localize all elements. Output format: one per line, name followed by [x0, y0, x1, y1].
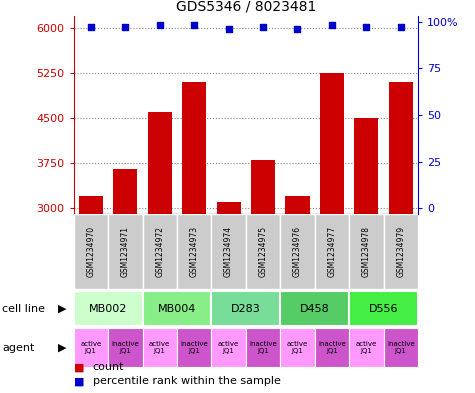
- Bar: [251, 160, 275, 389]
- Bar: [349, 214, 384, 289]
- Text: active
JQ1: active JQ1: [356, 341, 377, 354]
- Bar: [79, 196, 103, 389]
- Text: MB002: MB002: [89, 303, 127, 314]
- Bar: [142, 328, 177, 367]
- Bar: [285, 196, 310, 389]
- Text: inactive
JQ1: inactive JQ1: [180, 341, 208, 354]
- Point: [397, 24, 405, 30]
- Text: GSM1234976: GSM1234976: [293, 226, 302, 277]
- Text: ▶: ▶: [57, 303, 66, 314]
- Bar: [74, 328, 108, 367]
- Bar: [217, 202, 241, 389]
- Bar: [142, 291, 211, 326]
- Text: active
JQ1: active JQ1: [80, 341, 102, 354]
- Text: GSM1234975: GSM1234975: [258, 226, 267, 277]
- Point: [190, 22, 198, 29]
- Bar: [349, 328, 384, 367]
- Text: agent: agent: [2, 343, 35, 353]
- Point: [225, 26, 232, 32]
- Text: active
JQ1: active JQ1: [218, 341, 239, 354]
- Bar: [177, 214, 211, 289]
- Bar: [246, 214, 280, 289]
- Text: ■: ■: [74, 376, 84, 386]
- Text: GSM1234970: GSM1234970: [86, 226, 95, 277]
- Text: ▶: ▶: [57, 343, 66, 353]
- Bar: [211, 214, 246, 289]
- Bar: [280, 328, 314, 367]
- Bar: [108, 214, 142, 289]
- Text: GSM1234977: GSM1234977: [327, 226, 336, 277]
- Point: [328, 22, 336, 29]
- Point: [362, 24, 370, 30]
- Text: count: count: [93, 362, 124, 373]
- Point: [87, 24, 95, 30]
- Text: inactive
JQ1: inactive JQ1: [112, 341, 139, 354]
- Text: percentile rank within the sample: percentile rank within the sample: [93, 376, 281, 386]
- Point: [259, 24, 267, 30]
- Text: cell line: cell line: [2, 303, 46, 314]
- Bar: [108, 328, 142, 367]
- Bar: [349, 291, 418, 326]
- Bar: [280, 214, 314, 289]
- Text: D458: D458: [300, 303, 330, 314]
- Bar: [384, 214, 418, 289]
- Text: inactive
JQ1: inactive JQ1: [318, 341, 346, 354]
- Bar: [113, 169, 137, 389]
- Text: D283: D283: [231, 303, 261, 314]
- Bar: [211, 291, 280, 326]
- Text: inactive
JQ1: inactive JQ1: [387, 341, 415, 354]
- Text: GSM1234978: GSM1234978: [362, 226, 371, 277]
- Text: GSM1234979: GSM1234979: [396, 226, 405, 277]
- Text: D556: D556: [369, 303, 399, 314]
- Text: inactive
JQ1: inactive JQ1: [249, 341, 277, 354]
- Title: GDS5346 / 8023481: GDS5346 / 8023481: [176, 0, 316, 13]
- Bar: [384, 328, 418, 367]
- Bar: [74, 214, 108, 289]
- Bar: [280, 291, 349, 326]
- Bar: [182, 82, 206, 389]
- Bar: [389, 82, 413, 389]
- Point: [156, 22, 163, 29]
- Bar: [320, 73, 344, 389]
- Text: MB004: MB004: [158, 303, 196, 314]
- Bar: [211, 328, 246, 367]
- Point: [294, 26, 301, 32]
- Text: active
JQ1: active JQ1: [149, 341, 171, 354]
- Text: GSM1234972: GSM1234972: [155, 226, 164, 277]
- Bar: [314, 214, 349, 289]
- Bar: [246, 328, 280, 367]
- Bar: [148, 112, 172, 389]
- Text: GSM1234971: GSM1234971: [121, 226, 130, 277]
- Text: ■: ■: [74, 362, 84, 373]
- Text: GSM1234973: GSM1234973: [190, 226, 199, 277]
- Bar: [354, 118, 379, 389]
- Bar: [314, 328, 349, 367]
- Bar: [74, 291, 142, 326]
- Point: [122, 24, 129, 30]
- Text: GSM1234974: GSM1234974: [224, 226, 233, 277]
- Bar: [142, 214, 177, 289]
- Bar: [177, 328, 211, 367]
- Text: active
JQ1: active JQ1: [287, 341, 308, 354]
